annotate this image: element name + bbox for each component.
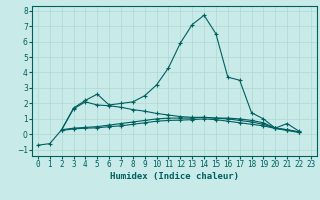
X-axis label: Humidex (Indice chaleur): Humidex (Indice chaleur)	[110, 172, 239, 181]
